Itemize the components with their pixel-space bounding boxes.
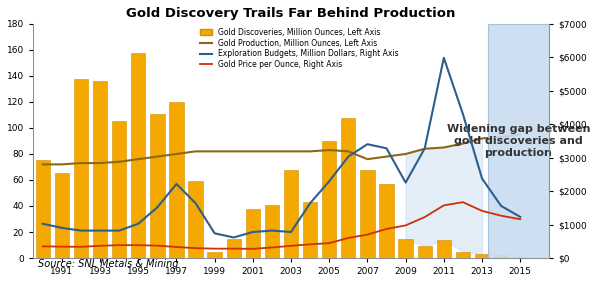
Bar (245, 209, 260, 258)
Bar (208, 252, 222, 258)
Text: Widening gap between
gold discoveries and
production: Widening gap between gold discoveries an… (446, 124, 590, 158)
Bar (494, 256, 508, 258)
Text: Source: SNL Metals & Mining: Source: SNL Metals & Mining (38, 260, 179, 269)
Bar (227, 239, 241, 258)
Bar (188, 181, 203, 258)
Bar (131, 53, 145, 258)
Bar (112, 121, 127, 258)
Legend: Gold Discoveries, Million Ounces, Left Axis, Gold Production, Million Ounces, Le: Gold Discoveries, Million Ounces, Left A… (198, 25, 401, 72)
Bar (513, 257, 527, 258)
Bar (55, 173, 69, 258)
Bar (398, 239, 413, 258)
Bar (456, 252, 470, 258)
Bar (475, 254, 489, 258)
Bar (379, 184, 394, 258)
Bar (35, 160, 50, 258)
Bar (322, 141, 337, 258)
Bar (93, 81, 107, 258)
Bar (341, 117, 355, 258)
Bar (150, 114, 164, 258)
Bar (488, 24, 549, 258)
Bar (169, 102, 184, 258)
Bar (74, 78, 88, 258)
Bar (437, 240, 451, 258)
Bar (265, 205, 279, 258)
Bar (360, 170, 374, 258)
Bar (303, 202, 317, 258)
Title: Gold Discovery Trails Far Behind Production: Gold Discovery Trails Far Behind Product… (127, 7, 456, 20)
Bar (418, 246, 432, 258)
Bar (284, 170, 298, 258)
